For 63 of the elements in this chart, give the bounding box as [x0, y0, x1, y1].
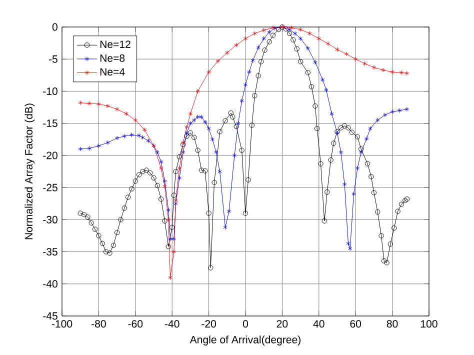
point: [96, 102, 101, 106]
point: [308, 31, 312, 36]
point: [106, 104, 110, 108]
x-tick-label: -100: [52, 320, 72, 328]
point: [344, 52, 348, 56]
y-tick-label: -25: [43, 184, 58, 192]
x-tick-label: -80: [92, 320, 106, 328]
x-axis-title: Angle of Arrival(degree): [190, 336, 300, 346]
point: [87, 101, 92, 106]
point: [316, 36, 321, 41]
point: [177, 166, 182, 171]
point: [399, 70, 404, 75]
y-tick-label: -20: [43, 152, 58, 160]
point: [166, 217, 170, 222]
point: [372, 65, 376, 70]
y-tick-label: -30: [43, 216, 58, 224]
point: [252, 31, 257, 36]
y-tick-label: -35: [43, 248, 58, 256]
point: [114, 106, 120, 112]
point: [362, 61, 367, 66]
point: [381, 68, 386, 72]
y-tick-label: -40: [43, 280, 58, 288]
point: [188, 111, 193, 116]
point: [335, 47, 340, 52]
x-tick-label: -20: [202, 320, 216, 328]
y-tick-label: -10: [43, 87, 58, 95]
point: [142, 127, 147, 132]
x-tick-label: 100: [421, 320, 438, 328]
point: [298, 27, 303, 32]
legend-label: Ne=12: [100, 40, 130, 48]
point: [168, 275, 172, 280]
y-tick-label: -45: [43, 312, 58, 320]
point: [225, 50, 230, 56]
legend-label: Ne=8: [100, 54, 125, 62]
x-tick-label: 60: [350, 320, 362, 328]
point: [133, 118, 138, 122]
point: [206, 70, 211, 74]
point: [162, 184, 167, 189]
x-tick-label: -40: [164, 320, 180, 328]
point: [262, 28, 266, 33]
point: [234, 42, 238, 48]
x-tick-label: -60: [128, 320, 143, 328]
point: [216, 58, 220, 64]
point: [354, 56, 358, 62]
point: [172, 249, 176, 254]
point: [243, 36, 248, 41]
y-tick-label: -5: [48, 55, 58, 63]
legend-label: Ne=4: [100, 68, 125, 76]
point: [390, 70, 394, 74]
point: [326, 41, 330, 46]
x-tick-label: 0: [242, 320, 248, 328]
point: [124, 111, 128, 116]
point: [174, 198, 178, 203]
point: [184, 124, 189, 130]
y-axis-title: Normalized Array Factor (dB): [24, 104, 35, 240]
y-tick-label: 0: [52, 23, 58, 31]
x-tick-label: 20: [276, 320, 288, 328]
x-tick-label: 80: [386, 320, 398, 328]
point: [159, 166, 164, 171]
x-tick-label: 40: [313, 320, 324, 328]
y-tick-label: -15: [43, 120, 58, 128]
point: [196, 88, 200, 94]
point: [181, 140, 186, 145]
